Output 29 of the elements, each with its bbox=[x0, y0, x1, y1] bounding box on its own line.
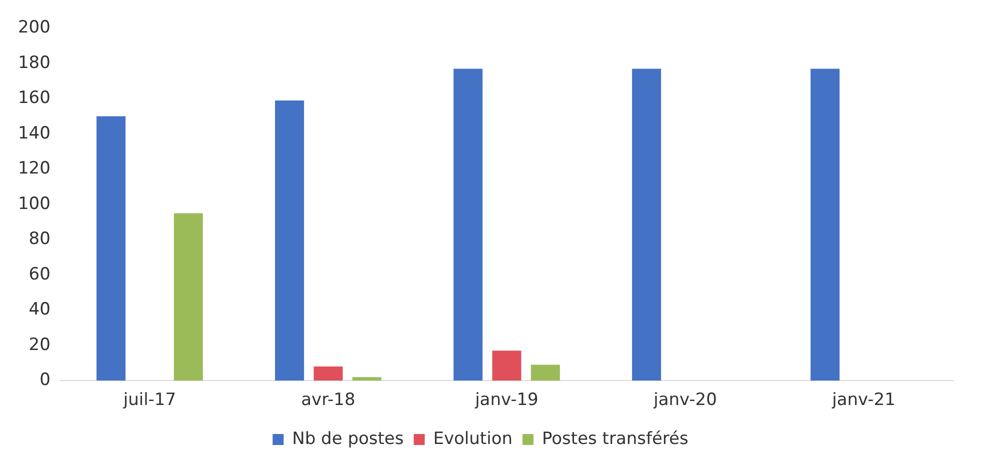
bar bbox=[96, 116, 126, 381]
legend-label: Evolution bbox=[433, 428, 512, 449]
x-tick-label: janv-20 bbox=[652, 390, 717, 410]
y-tick-label: 120 bbox=[18, 158, 50, 179]
x-tick-label: janv-21 bbox=[831, 390, 896, 410]
bar bbox=[314, 366, 343, 381]
bar bbox=[275, 100, 304, 381]
legend-label: Nb de postes bbox=[292, 428, 404, 449]
bar bbox=[352, 377, 382, 381]
y-tick-label: 20 bbox=[28, 334, 50, 355]
y-tick-label: 80 bbox=[28, 229, 50, 250]
legend-label: Postes transférés bbox=[542, 428, 689, 449]
y-tick-label: 0 bbox=[40, 370, 50, 390]
bar bbox=[810, 68, 840, 381]
bar bbox=[492, 350, 522, 381]
y-tick-label: 180 bbox=[18, 52, 50, 73]
y-tick-label: 140 bbox=[18, 123, 50, 144]
bar bbox=[632, 68, 662, 381]
bar bbox=[454, 68, 483, 381]
x-tick-label: avr-18 bbox=[301, 390, 356, 410]
y-tick-label: 200 bbox=[18, 18, 50, 38]
y-tick-label: 100 bbox=[18, 194, 50, 214]
x-tick-label: janv-19 bbox=[474, 390, 538, 410]
x-tick-label: juil-17 bbox=[122, 390, 176, 410]
bar bbox=[174, 213, 203, 381]
y-tick-label: 60 bbox=[28, 264, 50, 284]
y-tick-label: 160 bbox=[18, 88, 50, 108]
y-tick-label: 40 bbox=[28, 300, 50, 320]
bar bbox=[530, 364, 560, 381]
